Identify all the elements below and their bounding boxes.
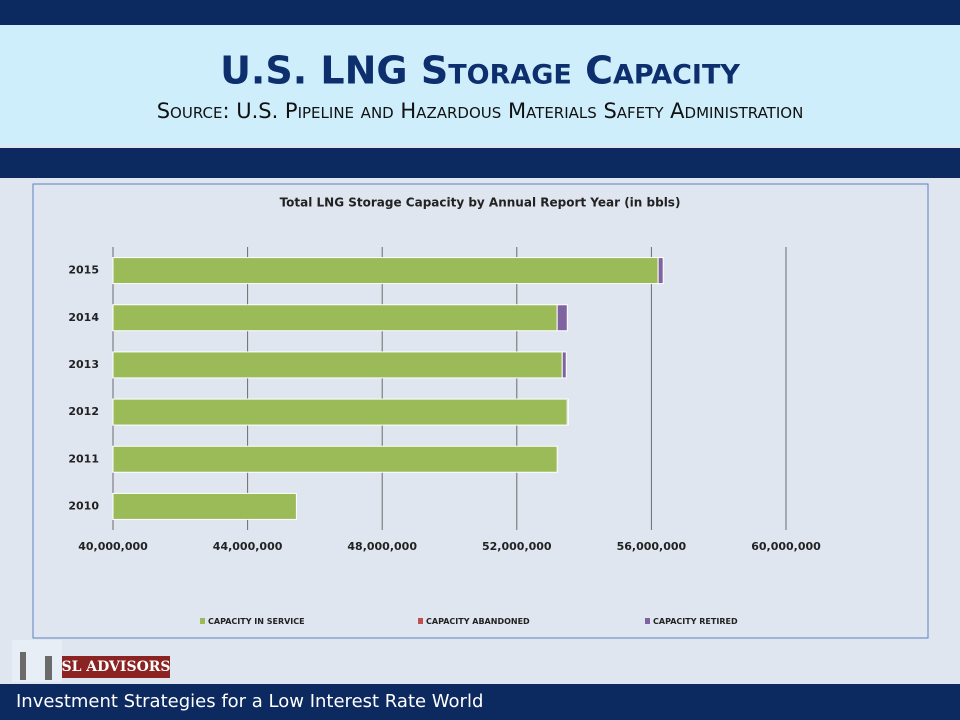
slide-subtitle: Source: U.S. Pipeline and Hazardous Mate… [157, 99, 804, 123]
bar-segment [566, 398, 569, 426]
footer-bar [0, 684, 960, 720]
legend-swatch [200, 618, 205, 624]
legend-swatch [418, 618, 423, 624]
plot: 40,000,000 44,000,000 48,000,000 52,000,000… [68, 247, 821, 626]
logo-icon-bg [12, 640, 62, 682]
x-tick-label: 60,000,000 [751, 540, 821, 553]
y-tick-label: 2015 [68, 264, 99, 277]
y-tick-label: 2012 [68, 405, 99, 418]
y-tick-label: 2013 [68, 358, 99, 371]
slide-title: U.S. LNG Storage Capacity [220, 49, 740, 93]
chart-title: Total LNG Storage Capacity by Annual Rep… [280, 196, 681, 210]
bar-segment [561, 351, 567, 379]
legend-swatch [645, 618, 650, 624]
bar-segment [112, 445, 558, 473]
bar-segment [657, 257, 664, 285]
bar-segment [112, 492, 297, 520]
legend-label: CAPACITY IN SERVICE [208, 617, 305, 626]
header-bar [0, 148, 960, 178]
bar-segment [112, 398, 568, 426]
legend-label: CAPACITY ABANDONED [426, 617, 530, 626]
logo-tower [45, 656, 52, 680]
x-tick-label: 52,000,000 [482, 540, 552, 553]
bar-segment [112, 304, 558, 332]
x-tick-label: 48,000,000 [347, 540, 417, 553]
y-tick-label: 2011 [68, 452, 99, 465]
bar-segment [112, 257, 659, 285]
x-tick-label: 40,000,000 [78, 540, 148, 553]
y-tick-label: 2010 [68, 499, 99, 512]
x-tick-label: 44,000,000 [213, 540, 283, 553]
logo: SL ADVISORS [12, 640, 171, 682]
y-tick-label: 2014 [68, 311, 99, 324]
logo-text: SL ADVISORS [61, 659, 170, 675]
logo-tower [20, 652, 26, 680]
x-tick-label: 56,000,000 [617, 540, 687, 553]
title-band [0, 25, 960, 145]
bar-segment [556, 304, 568, 332]
footer-text: Investment Strategies for a Low Interest… [16, 691, 483, 712]
legend-label: CAPACITY RETIRED [653, 617, 738, 626]
top-bar [0, 0, 960, 25]
logo-plate [62, 656, 170, 678]
bar-segment [112, 351, 563, 379]
